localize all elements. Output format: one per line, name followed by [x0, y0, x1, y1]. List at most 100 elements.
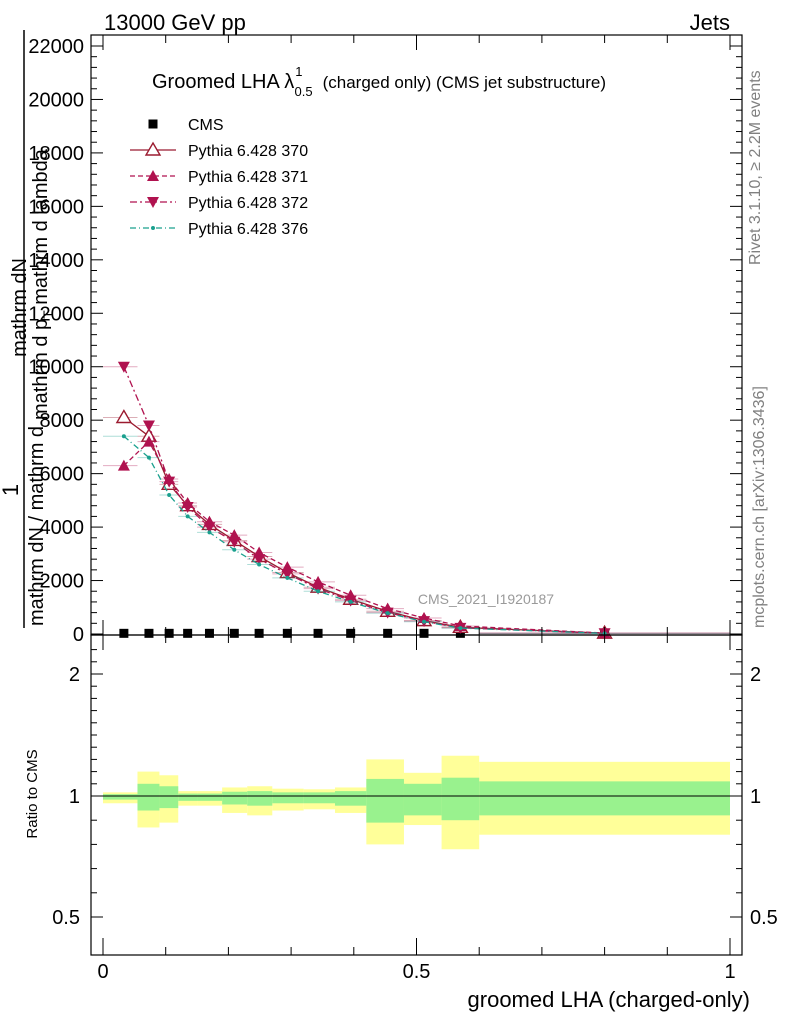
band-inner — [137, 783, 160, 811]
plot-title-main: Groomed LHA λ — [152, 71, 294, 93]
band-inner — [303, 792, 335, 804]
data-point — [203, 522, 216, 534]
y-label-denominator-pt: mathrm d pT mathrm d lambda — [30, 148, 56, 420]
main-plot-data — [103, 361, 730, 640]
x-axis-label: groomed LHA (charged-only) — [468, 987, 750, 1012]
data-point — [204, 628, 214, 638]
data-point — [163, 476, 176, 488]
series-line — [123, 366, 605, 634]
series-1 — [103, 409, 730, 639]
y-tick-label: 10000 — [28, 357, 84, 379]
data-point — [183, 628, 193, 638]
data-point — [253, 554, 266, 566]
svg-text:Groomed LHA λ10.5(charged only: Groomed LHA λ1 0.5 (charged only) (CMS jet… — [152, 64, 606, 99]
data-point — [257, 562, 262, 567]
y-label-one: 1 — [0, 484, 23, 496]
y-tick-label: 6000 — [40, 464, 85, 486]
data-point — [142, 420, 155, 432]
data-point — [458, 626, 463, 631]
plot-title-sup: 1 — [295, 64, 302, 79]
y-tick-label: 4000 — [40, 517, 85, 539]
y-tick-label: 18000 — [28, 143, 84, 165]
y-label-denominator: mathrm dN / mathrm d — [26, 426, 48, 626]
series-3 — [103, 361, 730, 640]
data-point — [121, 434, 126, 439]
series-line — [123, 435, 605, 634]
y-tick-label: 14000 — [28, 250, 84, 272]
y-tick-label: 12000 — [28, 303, 84, 325]
y-tick-label: 22000 — [28, 36, 84, 58]
data-point — [119, 628, 129, 638]
x-tick-label: 0 — [97, 961, 108, 983]
ratio-y-tick-label: 1 — [69, 786, 80, 808]
y-tick-label: 16000 — [28, 196, 84, 218]
band-inner — [334, 791, 367, 806]
series-2 — [103, 435, 730, 639]
legend-marker — [147, 170, 159, 181]
ratio-x-axis: 0 0.5 1 — [97, 635, 736, 983]
y-tick-label: 2000 — [40, 571, 85, 593]
data-point — [164, 628, 174, 638]
data-point — [419, 628, 429, 638]
main-x-ticks — [102, 35, 731, 635]
ratio-y-axis: 0.5 0.5 1 1 2 2 — [52, 649, 778, 929]
energy-label: 13000 GeV pp — [104, 10, 246, 35]
x-tick-label: 1 — [724, 961, 735, 983]
data-point — [312, 583, 325, 595]
ratio-y-tick-label-right: 1 — [750, 786, 761, 808]
data-point — [348, 599, 353, 604]
data-point — [316, 589, 321, 594]
band-inner — [366, 778, 404, 823]
y-label-numerator: mathrm dN — [9, 258, 31, 357]
legend-marker — [144, 141, 162, 156]
legend-label: CMS — [188, 117, 224, 134]
ratio-y-tick-label-right: 2 — [750, 664, 761, 686]
main-y-axis: 0 2000 4000 6000 8000 10000 12000 14000 16000 180… — [28, 36, 742, 646]
plot-title-sub: 0.5 — [295, 84, 313, 99]
band-inner — [247, 791, 273, 806]
data-point — [117, 459, 130, 471]
data-point — [383, 628, 393, 638]
process-label: Jets — [690, 10, 730, 35]
ratio-y-tick-label-right: 0.5 — [750, 907, 778, 929]
data-point — [115, 409, 133, 424]
legend-label: Pythia 6.428 370 — [188, 143, 308, 160]
data-point — [422, 619, 427, 624]
main-panel: 0 2000 4000 6000 8000 10000 12000 14000 16000 180… — [28, 34, 743, 646]
band-inner — [441, 777, 480, 821]
main-y-label: mathrm dN 1 mathrm dN / mathrm d mathrm … — [0, 30, 56, 628]
legend: CMS Pythia 6.428 370 Pythia 6.428 371 Pythi… — [130, 117, 308, 238]
band-inner — [159, 786, 179, 809]
mcplots-label: mcplots.cern.ch [arXiv:1306.3436] — [751, 386, 768, 628]
data-point — [207, 530, 212, 535]
plot-title-tail: (charged only) (CMS jet substructure) — [323, 73, 606, 92]
x-tick-label: 0.5 — [403, 961, 431, 983]
legend-marker — [147, 197, 159, 208]
ratio-y-tick-label: 2 — [69, 664, 80, 686]
data-point — [229, 628, 239, 638]
y-tick-label: 20000 — [28, 89, 84, 111]
ratio-plot-data — [103, 755, 730, 850]
data-point — [144, 628, 154, 638]
data-point — [285, 575, 290, 580]
band-inner — [272, 792, 304, 804]
data-point — [281, 568, 294, 580]
legend-marker — [151, 226, 155, 230]
data-point — [146, 455, 151, 460]
data-point — [228, 536, 241, 548]
data-point — [282, 628, 292, 638]
legend-marker — [148, 119, 158, 129]
y-tick-label: 8000 — [40, 410, 85, 432]
data-point — [167, 493, 172, 498]
data-point — [346, 628, 356, 638]
data-point — [254, 628, 264, 638]
legend-label: Pythia 6.428 372 — [188, 195, 308, 212]
band-inner — [403, 783, 442, 816]
band-inner — [479, 781, 730, 816]
band-inner — [103, 794, 138, 800]
band-inner — [222, 791, 248, 805]
ratio-panel: 0.5 0.51 12 2 0 0.5 1 Ratio to CMS groomed LH… — [24, 634, 778, 1012]
y-tick-label: 0 — [73, 624, 84, 646]
band-inner — [178, 793, 198, 801]
